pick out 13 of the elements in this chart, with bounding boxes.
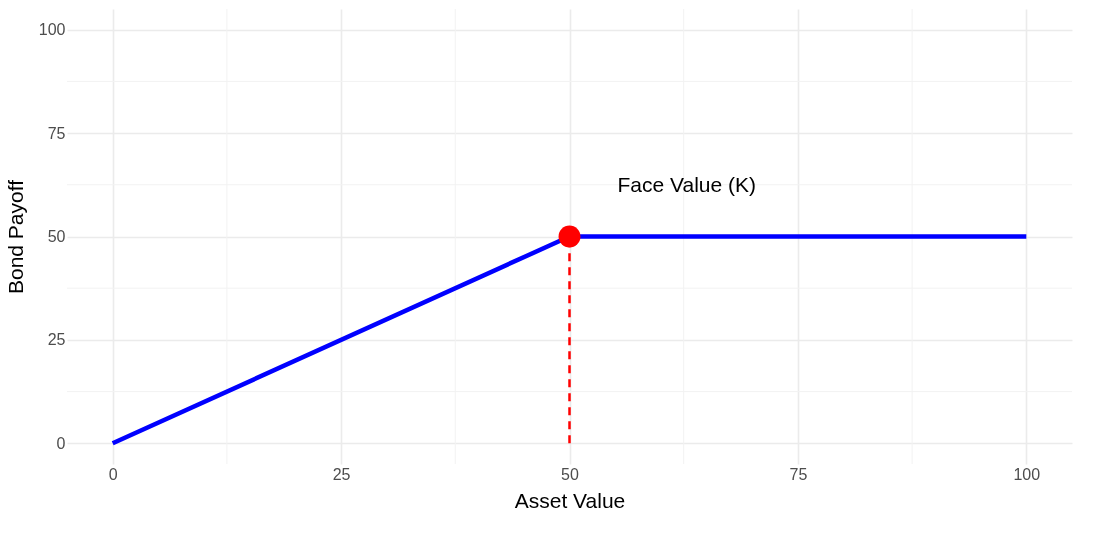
y-tick-label: 100 <box>38 21 66 39</box>
y-axis-title: Bond Payoff <box>3 179 27 295</box>
y-tick-label: 75 <box>47 124 66 142</box>
x-tick-label: 100 <box>1013 465 1041 483</box>
x-axis-title: Asset Value <box>514 488 626 512</box>
y-tick-label: 50 <box>47 228 66 245</box>
y-tick-label: 25 <box>47 331 66 349</box>
y-tick-label: 0 <box>56 434 66 452</box>
x-tick-label: 75 <box>789 465 808 483</box>
x-tick-label: 50 <box>561 465 579 483</box>
x-tick-label: 25 <box>332 465 351 483</box>
annotation: Face Value (K) <box>617 172 756 196</box>
x-tick-label: 0 <box>108 465 118 483</box>
